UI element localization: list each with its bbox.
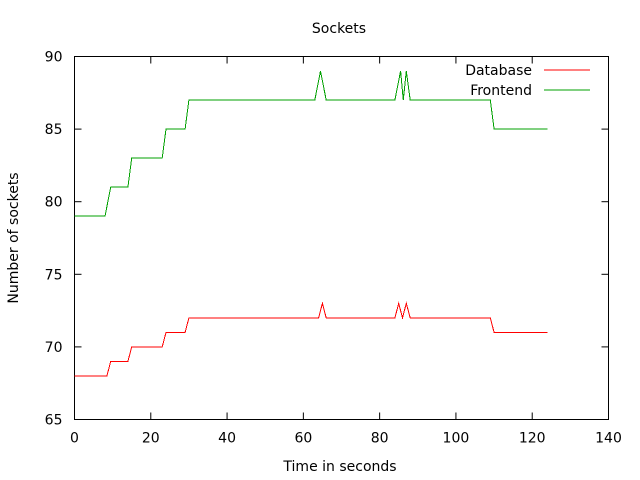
x-tick-label: 80: [371, 431, 389, 447]
x-tick-label: 100: [443, 431, 470, 447]
axis-ticks: 0 20 40 60 80 100 120 140 65 70 75 80 85 90: [45, 50, 622, 447]
legend-label-frontend: Frontend: [470, 83, 532, 99]
x-tick-label: 20: [142, 431, 160, 447]
y-tick-label: 75: [45, 267, 63, 283]
y-axis-label: Number of sockets: [6, 172, 22, 303]
chart-title: Sockets: [312, 21, 366, 37]
y-tick-label: 85: [45, 122, 63, 138]
series-line-database: [74, 301, 548, 377]
x-tick-label: 40: [218, 431, 236, 447]
x-tick-label: 120: [519, 431, 546, 447]
legend-label-database: Database: [465, 63, 532, 79]
x-axis-label: Time in seconds: [282, 459, 396, 475]
y-tick-label: 80: [45, 195, 63, 211]
y-tick-label: 90: [45, 50, 63, 66]
y-tick-label: 70: [45, 340, 63, 356]
y-tick-label: 65: [45, 413, 63, 429]
x-tick-label: 60: [294, 431, 312, 447]
x-tick-label: 140: [595, 431, 622, 447]
series-line-frontend: [74, 70, 548, 217]
series-lines: [74, 70, 548, 377]
x-tick-label: 0: [70, 431, 79, 447]
legend: Database Frontend: [465, 63, 590, 99]
plot-area-frame: [74, 56, 609, 420]
